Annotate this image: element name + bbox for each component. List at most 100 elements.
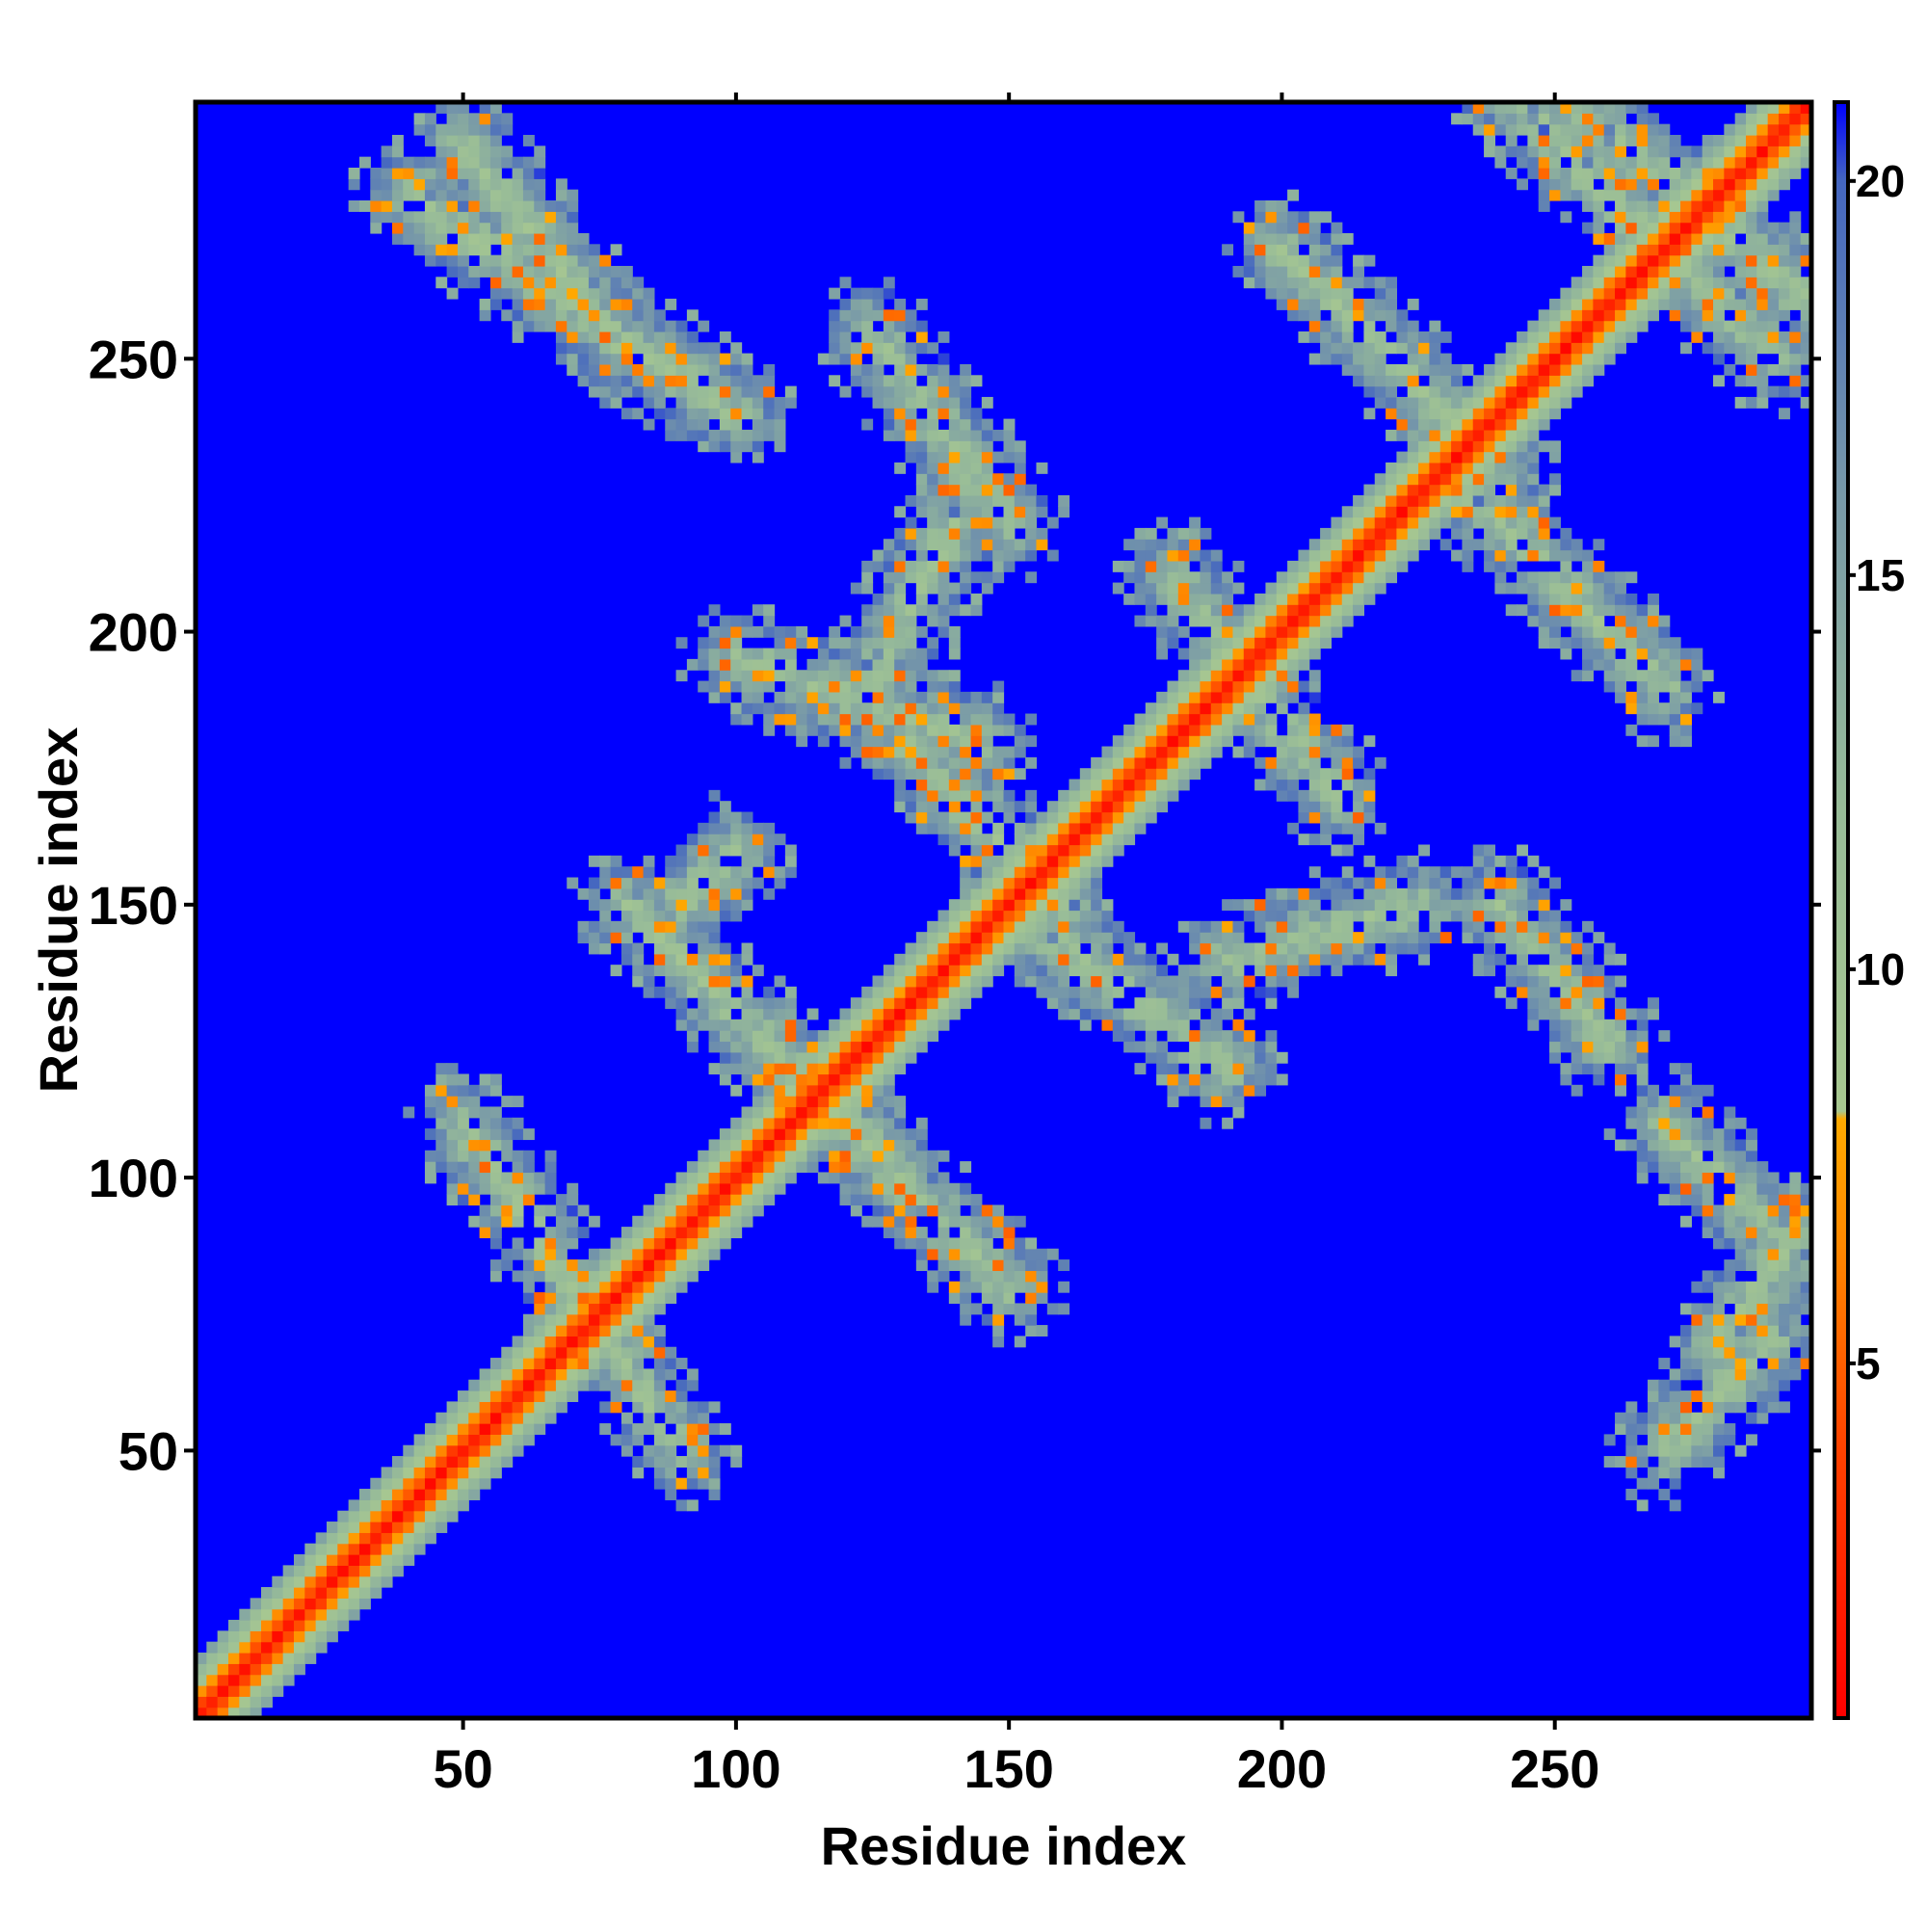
heatmap-cell <box>1145 1019 1157 1031</box>
heatmap-cell <box>1058 965 1070 977</box>
heatmap-cell <box>403 167 415 179</box>
heatmap-cell <box>643 1444 655 1457</box>
heatmap-cell <box>1167 953 1179 966</box>
heatmap-cell <box>960 506 972 518</box>
heatmap-cell <box>850 1106 862 1119</box>
heatmap-cell <box>992 942 1005 955</box>
heatmap-cell <box>1374 582 1386 595</box>
heatmap-cell <box>686 353 699 365</box>
heatmap-cell <box>839 1008 852 1020</box>
heatmap-cell <box>1571 167 1583 179</box>
heatmap-cell <box>1210 1041 1223 1053</box>
heatmap-cell <box>970 855 983 867</box>
heatmap-cell <box>577 375 590 387</box>
heatmap-cell <box>1101 834 1114 846</box>
heatmap-cell <box>1571 1030 1583 1043</box>
heatmap-cell <box>1615 1139 1626 1151</box>
heatmap-cell <box>872 670 884 682</box>
heatmap-cell <box>1571 997 1583 1010</box>
heatmap-cell <box>960 363 972 376</box>
heatmap-cell <box>1341 942 1354 955</box>
heatmap-cell <box>915 997 928 1010</box>
heatmap-cell <box>1210 1008 1223 1020</box>
heatmap-cell <box>894 375 907 387</box>
heatmap-cell <box>915 320 928 332</box>
heatmap-cell <box>1517 866 1528 879</box>
heatmap-cell <box>501 1259 514 1272</box>
heatmap-cell <box>1669 1423 1681 1435</box>
heatmap-cell <box>970 549 983 562</box>
heatmap-cell <box>992 571 1005 584</box>
heatmap-cell <box>1298 254 1310 267</box>
heatmap-cell <box>1636 254 1649 267</box>
heatmap-cell <box>610 965 622 977</box>
heatmap-cell <box>555 1281 568 1293</box>
heatmap-cell <box>730 877 743 889</box>
heatmap-cell <box>1014 539 1026 551</box>
heatmap-cell <box>850 1150 862 1162</box>
heatmap-cell <box>1472 516 1485 529</box>
heatmap-cell <box>894 1139 907 1151</box>
heatmap-cell <box>457 211 469 224</box>
heatmap-cell <box>883 1106 895 1119</box>
heatmap-cell <box>763 724 776 736</box>
heatmap-cell <box>752 1139 764 1151</box>
heatmap-cell <box>861 670 874 682</box>
heatmap-cell <box>1079 877 1092 889</box>
heatmap-cell <box>1517 440 1528 453</box>
heatmap-cell <box>1439 418 1452 431</box>
heatmap-cell <box>588 855 600 867</box>
heatmap-cell <box>1167 1063 1179 1075</box>
heatmap-cell <box>1232 1106 1245 1119</box>
heatmap-cell <box>1025 789 1038 802</box>
heatmap-cell <box>1014 1336 1026 1348</box>
heatmap-cell <box>1177 975 1190 988</box>
heatmap-cell <box>708 429 721 441</box>
heatmap-cell <box>960 899 972 912</box>
heatmap-cell <box>555 1379 568 1391</box>
heatmap-cell <box>1593 353 1605 365</box>
heatmap-cell <box>599 375 612 387</box>
heatmap-cell <box>829 1041 841 1053</box>
heatmap-cell <box>1418 408 1431 420</box>
heatmap-cell <box>1003 910 1016 922</box>
heatmap-cell <box>1517 451 1528 463</box>
heatmap-cell <box>1232 1063 1245 1075</box>
heatmap-cell <box>632 342 645 355</box>
heatmap-cell <box>1320 232 1333 245</box>
heatmap-cell <box>1505 975 1518 988</box>
heatmap-cell <box>915 440 928 453</box>
heatmap-cell <box>1287 910 1300 922</box>
heatmap-cell <box>512 211 524 224</box>
heatmap-cell <box>567 1259 579 1272</box>
heatmap-cell <box>774 1084 786 1097</box>
heatmap-cell <box>1407 506 1419 518</box>
heatmap-cell <box>1210 658 1223 671</box>
heatmap-cell <box>686 877 699 889</box>
heatmap-cell <box>512 1172 524 1184</box>
heatmap-cell <box>436 1096 448 1108</box>
heatmap-cell <box>1014 942 1026 955</box>
heatmap-cell <box>391 211 404 224</box>
heatmap-cell <box>1331 756 1343 769</box>
heatmap-cell <box>544 1336 557 1348</box>
heatmap-cell <box>1341 877 1354 889</box>
heatmap-cell <box>1582 146 1594 158</box>
heatmap-cell <box>1123 560 1136 572</box>
heatmap-cell <box>567 1182 579 1195</box>
heatmap-cell <box>544 1237 557 1250</box>
heatmap-cell <box>1363 408 1376 420</box>
heatmap-cell <box>1134 1019 1147 1031</box>
heatmap-cell <box>1232 265 1245 278</box>
heatmap-cell <box>391 1510 404 1522</box>
heatmap-cell <box>534 277 546 289</box>
heatmap-cell <box>1517 975 1528 988</box>
heatmap-cell <box>894 1215 907 1228</box>
heatmap-cell <box>981 844 993 857</box>
heatmap-cell <box>1669 1172 1681 1184</box>
heatmap-cell <box>915 385 928 398</box>
heatmap-cell <box>763 855 776 867</box>
heatmap-cell <box>719 811 731 824</box>
heatmap-cell <box>620 1281 633 1293</box>
heatmap-cell <box>883 625 895 638</box>
